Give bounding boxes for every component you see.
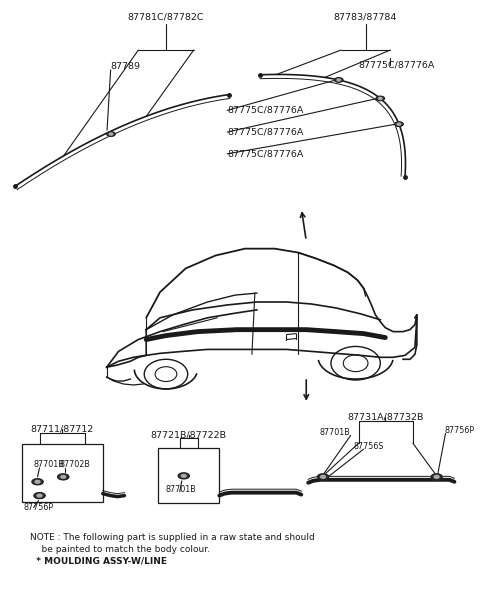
- Text: 87756P: 87756P: [444, 426, 475, 435]
- Text: 87701B: 87701B: [320, 428, 351, 437]
- Bar: [22, 444, 103, 502]
- Text: 87721B/87722B: 87721B/87722B: [151, 431, 227, 440]
- Text: 87756P: 87756P: [24, 503, 54, 512]
- Bar: [158, 448, 219, 502]
- Text: 87783/87784: 87783/87784: [334, 13, 397, 22]
- Text: 87701B: 87701B: [166, 485, 197, 494]
- Polygon shape: [431, 474, 442, 480]
- Polygon shape: [109, 133, 113, 135]
- Polygon shape: [32, 479, 43, 485]
- Polygon shape: [337, 79, 340, 81]
- Text: 87711/87712: 87711/87712: [31, 425, 94, 434]
- Text: 87789: 87789: [111, 62, 141, 71]
- Polygon shape: [397, 123, 401, 125]
- Text: * MOULDING ASSY-W/LINE: * MOULDING ASSY-W/LINE: [30, 557, 167, 566]
- Polygon shape: [321, 475, 325, 478]
- Polygon shape: [376, 96, 384, 101]
- Polygon shape: [35, 481, 40, 483]
- Text: 87781C/87782C: 87781C/87782C: [128, 13, 204, 22]
- Polygon shape: [181, 475, 186, 477]
- Polygon shape: [335, 78, 343, 82]
- Text: 87775C/87776A: 87775C/87776A: [227, 106, 303, 115]
- Polygon shape: [34, 493, 45, 499]
- Polygon shape: [178, 473, 189, 479]
- Text: be painted to match the body colour.: be painted to match the body colour.: [30, 545, 210, 554]
- Polygon shape: [107, 132, 115, 136]
- Text: 87775C/87776A: 87775C/87776A: [227, 128, 303, 137]
- Text: NOTE : The following part is supplied in a raw state and should: NOTE : The following part is supplied in…: [30, 533, 314, 542]
- Text: 87775C/87776A: 87775C/87776A: [358, 60, 435, 69]
- Polygon shape: [395, 122, 403, 127]
- Polygon shape: [434, 475, 439, 478]
- Polygon shape: [61, 475, 66, 478]
- Polygon shape: [378, 98, 382, 99]
- Polygon shape: [58, 474, 69, 480]
- Text: 87775C/87776A: 87775C/87776A: [227, 150, 303, 159]
- Polygon shape: [37, 494, 42, 497]
- Text: 87731A/87732B: 87731A/87732B: [347, 412, 423, 421]
- Text: 87702B: 87702B: [59, 461, 90, 470]
- Text: 87701B: 87701B: [34, 461, 64, 470]
- Text: 87756S: 87756S: [354, 442, 384, 450]
- Polygon shape: [317, 474, 329, 480]
